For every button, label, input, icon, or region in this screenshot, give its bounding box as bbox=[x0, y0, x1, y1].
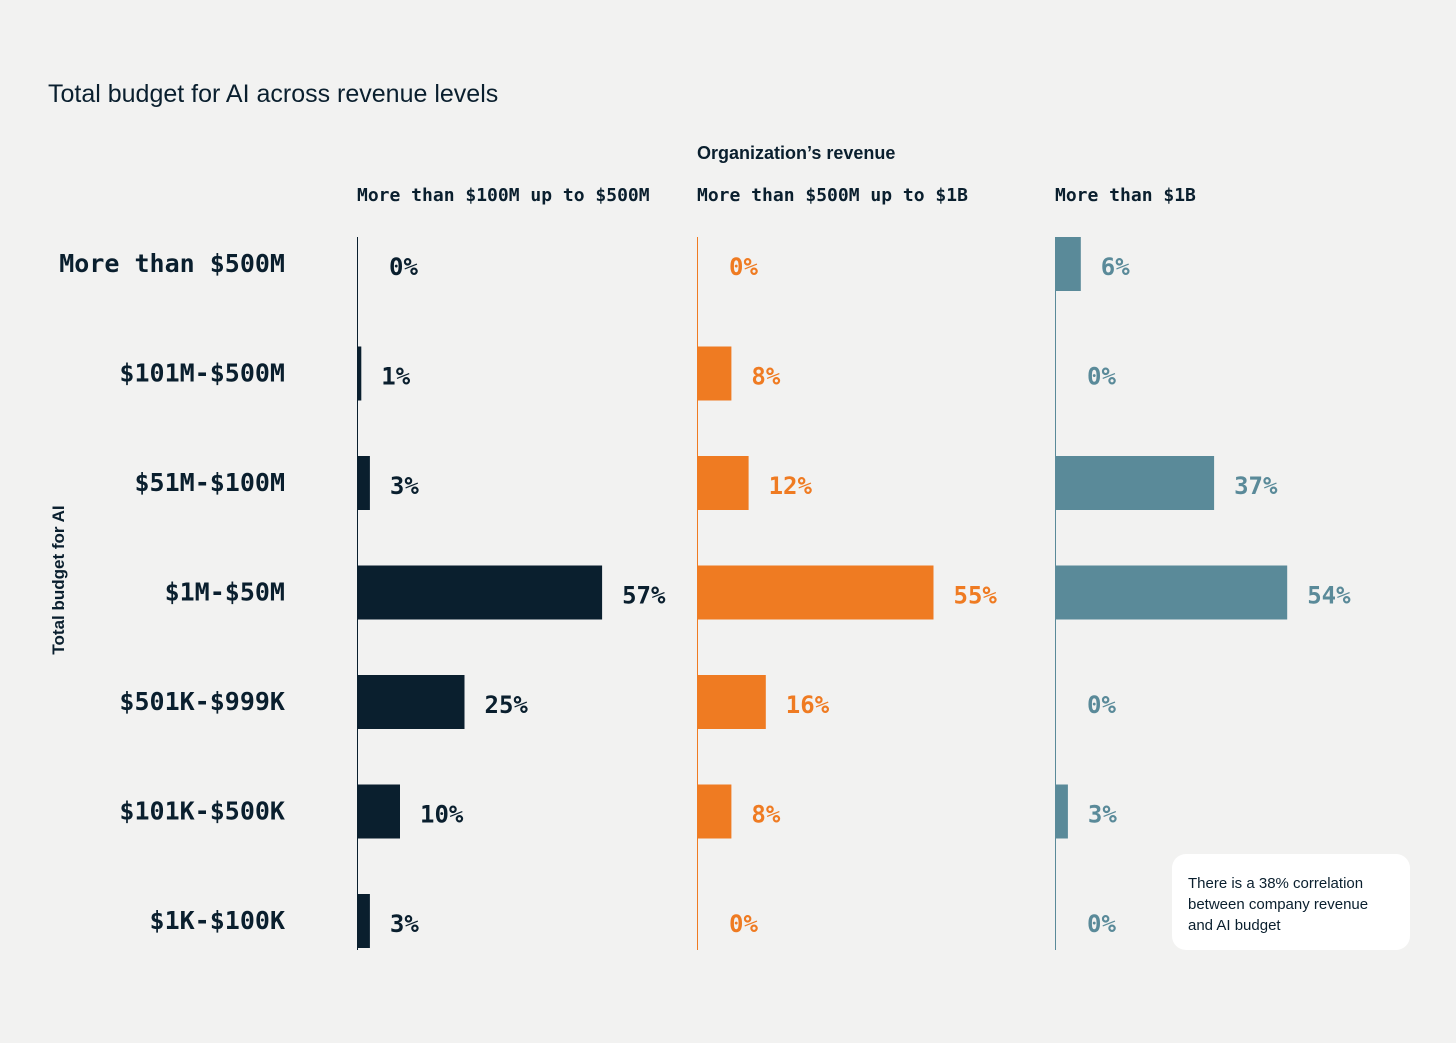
panel-header: More than $500M up to $1B bbox=[697, 185, 968, 206]
bar bbox=[1055, 237, 1081, 291]
bar bbox=[357, 346, 362, 401]
data-label: 54% bbox=[1307, 582, 1351, 610]
bar bbox=[697, 675, 766, 729]
data-label: 0% bbox=[1087, 363, 1116, 391]
category-label: $501K-$999K bbox=[119, 687, 285, 716]
bar bbox=[1055, 456, 1215, 510]
data-label: 0% bbox=[729, 910, 758, 938]
callout-line: and AI budget bbox=[1188, 917, 1281, 934]
panel-header: More than $100M up to $500M bbox=[357, 185, 650, 206]
bar bbox=[1055, 784, 1068, 839]
bar bbox=[357, 784, 400, 839]
category-label: $1M-$50M bbox=[165, 578, 285, 607]
category-label: $101K-$500K bbox=[119, 797, 285, 826]
bar bbox=[1055, 565, 1288, 620]
data-label: 55% bbox=[954, 582, 998, 610]
bar bbox=[357, 894, 370, 948]
panel-group-label: Organization’s revenue bbox=[697, 143, 896, 163]
bar bbox=[697, 456, 749, 510]
data-label: 16% bbox=[786, 691, 830, 719]
data-label: 6% bbox=[1101, 253, 1130, 281]
data-label: 3% bbox=[1088, 801, 1117, 829]
bar bbox=[697, 346, 732, 401]
data-label: 57% bbox=[622, 582, 666, 610]
data-label: 37% bbox=[1234, 472, 1278, 500]
data-label: 3% bbox=[390, 910, 419, 938]
bar bbox=[357, 565, 603, 620]
bar bbox=[697, 565, 934, 620]
bar bbox=[697, 784, 732, 839]
data-label: 25% bbox=[485, 691, 529, 719]
panel-header: More than $1B bbox=[1055, 185, 1196, 206]
data-label: 0% bbox=[1087, 691, 1116, 719]
category-label: $1K-$100K bbox=[150, 906, 285, 935]
correlation-callout: There is a 38% correlation between compa… bbox=[1172, 854, 1410, 950]
data-label: 0% bbox=[389, 253, 418, 281]
bar bbox=[357, 456, 370, 510]
callout-line: There is a 38% correlation bbox=[1188, 875, 1364, 892]
callout-line: between company revenue bbox=[1188, 896, 1369, 913]
data-label: 0% bbox=[1087, 910, 1116, 938]
category-label: More than $500M bbox=[59, 249, 285, 278]
category-label: $51M-$100M bbox=[134, 468, 285, 497]
data-label: 0% bbox=[729, 253, 758, 281]
data-label: 8% bbox=[751, 801, 780, 829]
bar bbox=[357, 675, 465, 729]
data-label: 12% bbox=[769, 472, 813, 500]
chart-title: Total budget for AI across revenue level… bbox=[48, 80, 499, 108]
data-label: 8% bbox=[751, 363, 780, 391]
data-label: 1% bbox=[381, 363, 410, 391]
data-label: 10% bbox=[420, 801, 464, 829]
category-label: $101M-$500M bbox=[119, 359, 285, 388]
data-label: 3% bbox=[390, 472, 419, 500]
